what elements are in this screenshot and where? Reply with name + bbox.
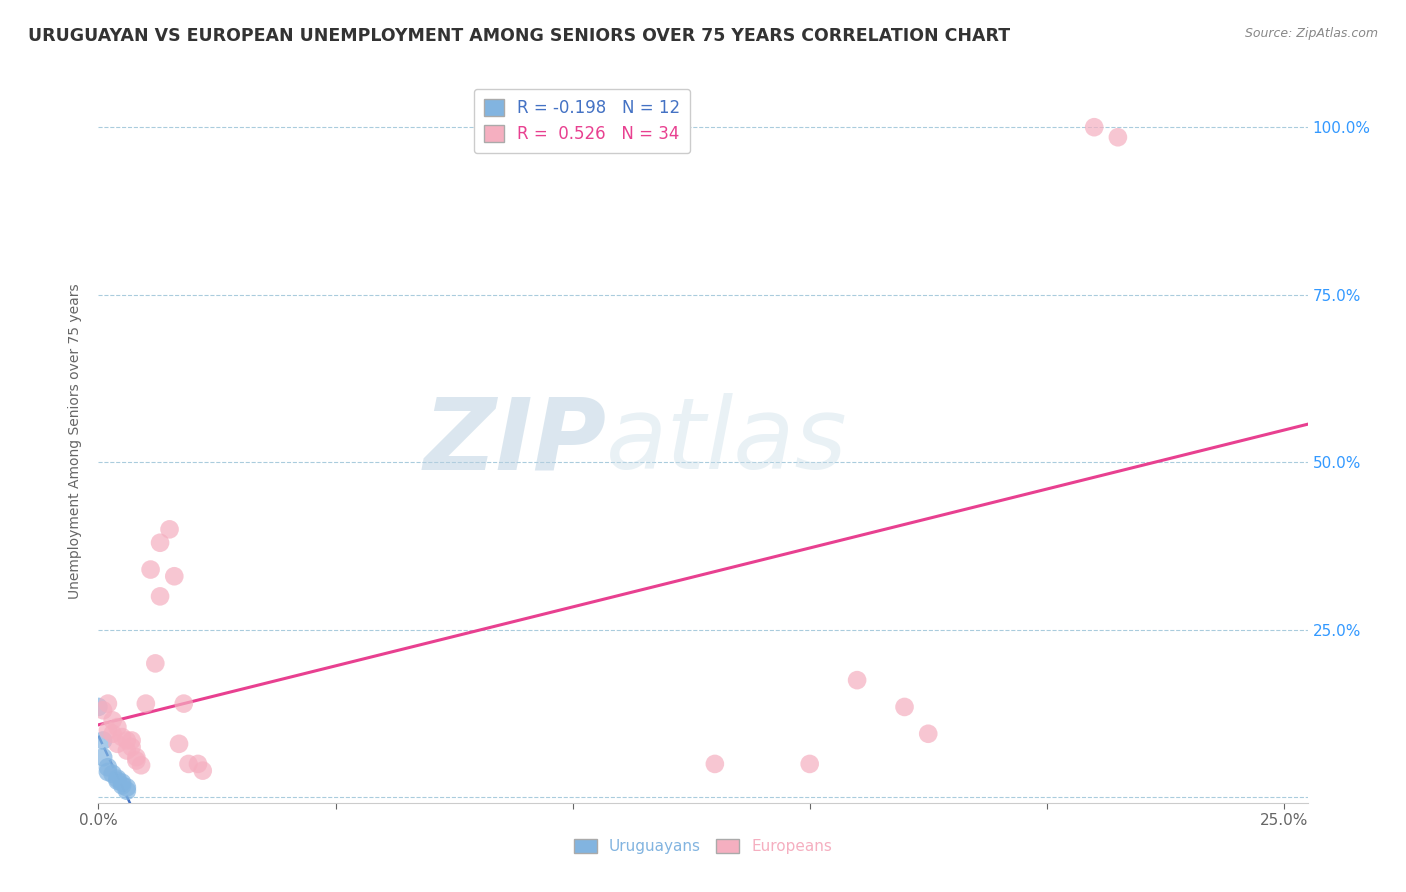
Point bbox=[187, 756, 209, 771]
Point bbox=[115, 783, 138, 797]
Point bbox=[97, 760, 120, 774]
Point bbox=[105, 737, 128, 751]
Point bbox=[121, 740, 143, 755]
Point bbox=[149, 590, 172, 604]
Point bbox=[115, 743, 138, 757]
Point bbox=[893, 700, 915, 714]
Point bbox=[97, 764, 120, 779]
Point bbox=[115, 733, 138, 747]
Point bbox=[97, 723, 120, 738]
Point bbox=[135, 697, 157, 711]
Point bbox=[111, 778, 134, 792]
Point bbox=[91, 750, 114, 764]
Point bbox=[191, 764, 214, 778]
Point bbox=[159, 522, 181, 536]
Point bbox=[1083, 120, 1105, 135]
Point bbox=[101, 767, 124, 781]
Point bbox=[125, 750, 148, 764]
Text: atlas: atlas bbox=[606, 393, 848, 490]
Point bbox=[846, 673, 869, 687]
Text: ZIP: ZIP bbox=[423, 393, 606, 490]
Point bbox=[91, 703, 114, 717]
Legend: R = -0.198   N = 12, R =  0.526   N = 34: R = -0.198 N = 12, R = 0.526 N = 34 bbox=[474, 88, 690, 153]
Point bbox=[149, 535, 172, 549]
Point bbox=[91, 733, 114, 747]
Text: Source: ZipAtlas.com: Source: ZipAtlas.com bbox=[1244, 27, 1378, 40]
Point bbox=[177, 756, 200, 771]
Point bbox=[101, 714, 124, 728]
Point bbox=[799, 756, 821, 771]
Point bbox=[111, 730, 134, 744]
Text: URUGUAYAN VS EUROPEAN UNEMPLOYMENT AMONG SENIORS OVER 75 YEARS CORRELATION CHART: URUGUAYAN VS EUROPEAN UNEMPLOYMENT AMONG… bbox=[28, 27, 1011, 45]
Point bbox=[101, 727, 124, 741]
Y-axis label: Unemployment Among Seniors over 75 years: Unemployment Among Seniors over 75 years bbox=[69, 284, 83, 599]
Point bbox=[917, 727, 939, 741]
Point bbox=[121, 733, 143, 747]
Point bbox=[129, 758, 152, 772]
Point bbox=[167, 737, 190, 751]
Point bbox=[139, 563, 162, 577]
Point bbox=[115, 780, 138, 795]
Point bbox=[105, 773, 128, 788]
Point bbox=[97, 697, 120, 711]
Point bbox=[703, 756, 725, 771]
Point bbox=[1107, 130, 1129, 145]
Point bbox=[143, 657, 166, 671]
Point bbox=[105, 720, 128, 734]
Point bbox=[87, 700, 110, 714]
Point bbox=[125, 754, 148, 768]
Point bbox=[173, 697, 195, 711]
Point bbox=[163, 569, 186, 583]
Point bbox=[111, 775, 134, 789]
Point bbox=[105, 772, 128, 786]
